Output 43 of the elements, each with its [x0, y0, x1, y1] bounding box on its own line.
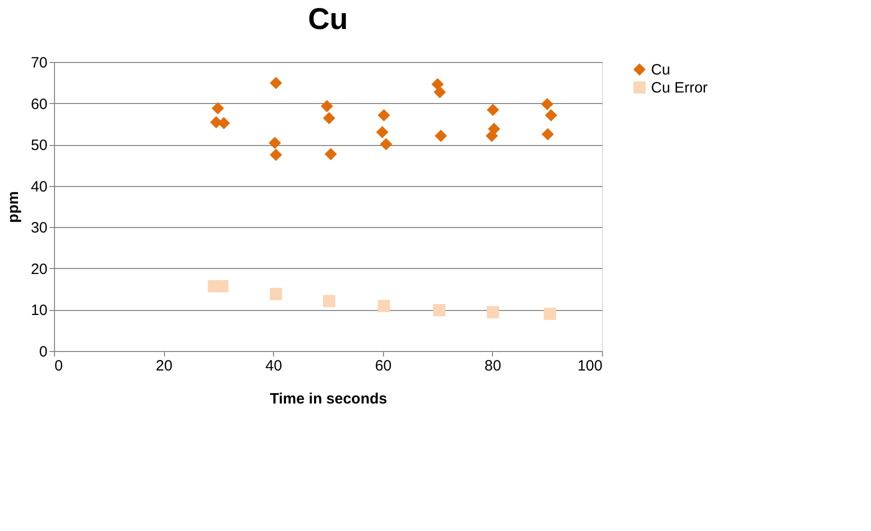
point [212, 102, 224, 114]
point [268, 136, 281, 150]
y-tick-label: 60 [30, 96, 48, 113]
y-tick-label: 50 [30, 137, 48, 154]
point [322, 112, 336, 124]
legend-label: Cu [651, 62, 670, 78]
point [270, 288, 282, 300]
y-tick-label: 30 [30, 220, 48, 237]
point [433, 304, 446, 316]
point [486, 104, 500, 116]
x-tick-label: 100 [577, 358, 602, 374]
y-axis-title: ppm [4, 191, 22, 223]
x-tick-label: 20 [156, 358, 172, 374]
point [216, 280, 228, 292]
x-tick-label: 80 [484, 358, 502, 374]
chart-title: Cu [308, 3, 348, 36]
x-tick-label: 40 [265, 358, 282, 374]
point [434, 86, 446, 98]
point [541, 98, 554, 110]
y-tick-label: 10 [30, 302, 48, 320]
point [486, 130, 498, 142]
point [434, 130, 448, 142]
point [544, 308, 556, 320]
point [542, 128, 554, 140]
x-tick-label: 60 [374, 358, 392, 374]
x-axis-title: Time in seconds [270, 390, 388, 408]
legend-label: Cu Error [651, 80, 708, 96]
x-tick-label: 0 [54, 358, 63, 374]
y-tick-label: 70 [30, 54, 48, 72]
point [378, 109, 390, 122]
point [376, 126, 388, 138]
y-tick-label: 20 [30, 260, 48, 278]
point [378, 300, 390, 312]
point [322, 294, 336, 308]
point [270, 76, 282, 90]
point [324, 148, 337, 160]
point [544, 109, 558, 122]
point [320, 100, 334, 112]
point [486, 306, 500, 318]
point [270, 148, 282, 162]
y-tick-label: 40 [30, 178, 48, 196]
point [380, 138, 392, 150]
y-tick-label: 0 [39, 344, 48, 360]
